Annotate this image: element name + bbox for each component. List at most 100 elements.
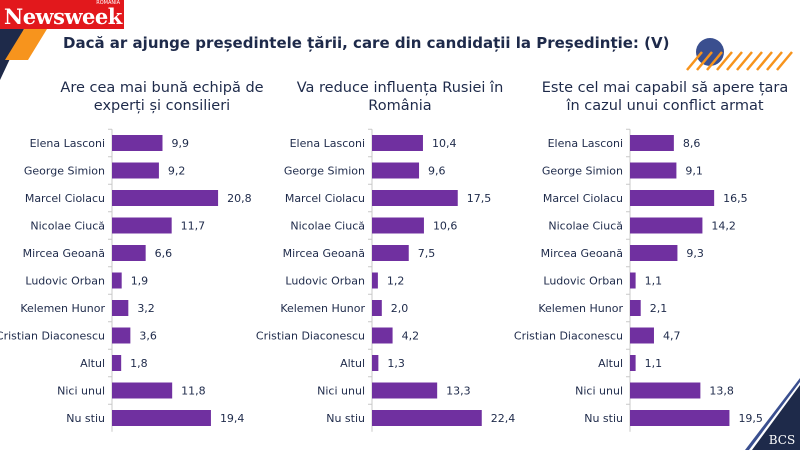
bcs-corner-stripe-decoration [745, 378, 800, 450]
category-label: Mircea Geoană [541, 247, 623, 260]
data-label: 9,9 [171, 137, 189, 150]
category-label: Nicolae Ciucă [30, 220, 105, 233]
category-label: George Simion [284, 165, 365, 178]
data-label: 9,3 [686, 247, 704, 260]
data-label: 17,5 [467, 192, 492, 205]
bar [372, 245, 409, 261]
hatch-decoration [686, 51, 793, 71]
data-label: 13,8 [709, 385, 734, 398]
category-label: Ludovic Orban [543, 275, 623, 288]
panel-1-title: Are cea mai bună echipă de experți și co… [60, 80, 264, 114]
bar [630, 217, 703, 234]
bar [372, 410, 482, 426]
category-label: Altul [340, 357, 365, 370]
bar [372, 327, 393, 344]
data-label: 7,5 [418, 247, 436, 260]
data-label: 2,0 [391, 302, 409, 315]
category-label: Elena Lasconi [548, 137, 623, 150]
category-label: Altul [598, 357, 623, 370]
bar [372, 272, 378, 289]
category-label: Kelemen Hunor [538, 302, 623, 315]
category-label: Mircea Geoană [23, 247, 105, 260]
data-label: 1,8 [130, 357, 148, 370]
bar [112, 162, 159, 179]
data-label: 11,7 [181, 220, 206, 233]
category-label: Kelemen Hunor [20, 302, 105, 315]
category-label: Elena Lasconi [290, 137, 365, 150]
bcs-corner-decoration [752, 385, 800, 450]
category-label: Mircea Geoană [283, 247, 365, 260]
bar [112, 272, 122, 289]
data-label: 14,2 [711, 220, 736, 233]
bar [630, 410, 730, 426]
data-label: 1,1 [645, 275, 663, 288]
category-label: Cristian Diaconescu [514, 330, 623, 343]
bar [372, 162, 420, 179]
bar [112, 190, 219, 206]
data-label: 3,2 [137, 302, 155, 315]
data-label: 22,4 [491, 412, 516, 425]
data-label: 4,2 [402, 330, 420, 343]
category-label: Kelemen Hunor [280, 302, 365, 315]
data-label: 16,5 [723, 192, 748, 205]
bar [372, 190, 458, 206]
bar [112, 300, 129, 316]
category-label: Marcel Ciolacu [543, 192, 623, 205]
data-label: 6,6 [155, 247, 173, 260]
category-label: Nici unul [575, 385, 623, 398]
bar [630, 135, 674, 151]
bar [112, 327, 131, 344]
data-label: 9,1 [685, 165, 703, 178]
bar [112, 245, 146, 261]
panel-3-title: Este cel mai capabil să apere țara în ca… [541, 80, 789, 114]
category-label: Nu stiu [66, 412, 105, 425]
category-label: George Simion [542, 165, 623, 178]
bar [630, 272, 636, 289]
data-label: 19,4 [220, 412, 245, 425]
bar [372, 217, 424, 234]
category-label: Nu stiu [584, 412, 623, 425]
data-label: 1,9 [131, 275, 149, 288]
bar [112, 217, 172, 234]
bar [630, 355, 636, 371]
bar [112, 135, 163, 151]
bar [112, 382, 173, 399]
data-label: 20,8 [227, 192, 252, 205]
bar [372, 355, 379, 371]
bar [630, 162, 677, 179]
category-label: George Simion [24, 165, 105, 178]
panel-2-title: Va reduce influența Rusiei în România [296, 80, 504, 114]
category-label: Cristian Diaconescu [256, 330, 365, 343]
data-label: 13,3 [446, 385, 471, 398]
category-label: Marcel Ciolacu [285, 192, 365, 205]
data-label: 3,6 [139, 330, 157, 343]
category-label: Nici unul [57, 385, 105, 398]
logo-text: Newsweek [4, 4, 122, 29]
category-label: Ludovic Orban [25, 275, 105, 288]
category-label: Nicolae Ciucă [548, 220, 623, 233]
bcs-logo: BCS [769, 433, 795, 447]
data-label: 4,7 [663, 330, 681, 343]
page-title: Dacă ar ajunge președintele țării, care … [63, 34, 670, 52]
category-label: Cristian Diaconescu [0, 330, 105, 343]
data-label: 1,3 [387, 357, 405, 370]
bar [630, 382, 701, 399]
data-label: 9,6 [428, 165, 446, 178]
bar [630, 245, 678, 261]
orange-stripe-decoration [5, 29, 47, 60]
bar [372, 300, 382, 316]
bar [372, 382, 438, 399]
data-label: 8,6 [683, 137, 701, 150]
category-label: Nicolae Ciucă [290, 220, 365, 233]
logo-edition: ROMÂNIA [96, 0, 120, 6]
bar [630, 327, 654, 344]
category-label: Nici unul [317, 385, 365, 398]
data-label: 10,6 [433, 220, 458, 233]
category-label: Altul [80, 357, 105, 370]
newsweek-logo: ROMÂNIA Newsweek [0, 0, 124, 29]
bar [372, 135, 423, 151]
data-label: 10,4 [432, 137, 457, 150]
bar [630, 300, 641, 316]
